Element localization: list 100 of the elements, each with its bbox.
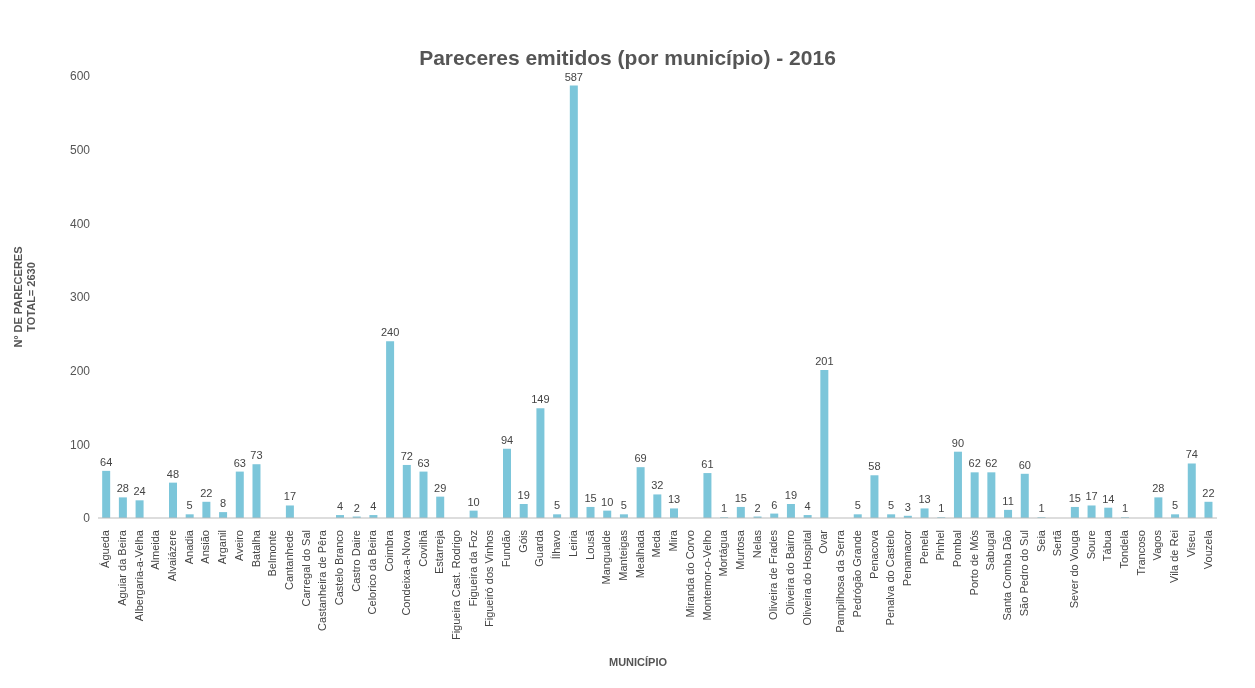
x-tick-label: Miranda do Corvo: [683, 530, 696, 618]
data-label: 3: [904, 500, 911, 513]
data-label: 15: [584, 491, 597, 504]
data-label: 5: [186, 499, 193, 512]
x-tick-label: Castanheira de Pêra: [316, 529, 329, 631]
x-tick-label: Penalva do Castelo: [884, 530, 897, 626]
x-tick-label: Albergaria-a-Velha: [132, 529, 145, 622]
x-tick-label: Cantanhede: [282, 530, 295, 590]
x-tick-label: Aguiar da Beira: [115, 529, 128, 606]
x-tick-label: Fundão: [500, 530, 513, 568]
x-tick-label: Condeixa-a-Nova: [399, 529, 412, 616]
x-tick-label: Vagos: [1151, 529, 1164, 561]
x-tick-label: Belmonte: [266, 530, 279, 577]
x-tick-label: Alvaiázere: [166, 530, 179, 582]
x-tick-label: Ansião: [199, 530, 212, 564]
x-tick-label: Almeida: [149, 529, 162, 570]
data-label: 1: [938, 502, 945, 515]
x-tick-label: Ovar: [817, 529, 830, 554]
data-label: 2: [754, 501, 761, 514]
data-label: 69: [634, 452, 647, 465]
data-label: 13: [667, 493, 681, 506]
data-label: 15: [734, 491, 747, 504]
data-label: 14: [1102, 492, 1115, 505]
data-label: 10: [467, 495, 480, 508]
data-label: 149: [531, 393, 550, 406]
data-label: 72: [400, 449, 413, 462]
data-label: 28: [1152, 482, 1165, 495]
x-tick-label: Mangualde: [600, 530, 613, 585]
data-label: 240: [380, 326, 400, 339]
x-tick-label: Sertã: [1051, 529, 1064, 557]
x-tick-label: Montemor-o-Velho: [700, 530, 713, 621]
y-tick-label: 0: [83, 511, 91, 526]
data-label: 1: [1038, 502, 1045, 515]
x-tick-label: Oliveira de Frades: [767, 529, 780, 620]
y-tick-label: 200: [69, 363, 91, 378]
x-tick-label: Murtosa: [733, 529, 746, 570]
x-tick-label: Tondela: [1118, 529, 1131, 569]
x-tick-label: Castelo Branco: [333, 530, 346, 606]
data-label: 29: [434, 481, 447, 494]
x-tick-label: Mealhada: [633, 529, 646, 579]
data-label: 48: [166, 467, 180, 480]
data-label: 8: [220, 497, 227, 510]
data-label: 61: [701, 458, 714, 471]
x-tick-label: Celorico da Beira: [366, 529, 379, 615]
x-tick-label: Viseu: [1184, 530, 1197, 558]
data-label: 1: [1121, 502, 1129, 515]
data-label: 587: [564, 70, 583, 83]
data-label: 5: [620, 499, 627, 512]
chart-title: Pareceres emitidos (por município) - 2016: [418, 46, 837, 70]
data-label: 73: [250, 449, 263, 462]
x-tick-label: Estarreja: [433, 529, 446, 575]
x-tick-label: Pinhel: [934, 530, 947, 561]
data-label: 22: [200, 486, 213, 499]
data-label: 13: [918, 493, 931, 506]
data-label: 74: [1185, 448, 1198, 461]
x-tick-label: Pombal: [951, 530, 964, 568]
data-label: 17: [283, 490, 297, 503]
data-label: 58: [868, 460, 881, 473]
x-tick-label: Aveiro: [232, 530, 245, 561]
x-tick-label: Coimbra: [383, 529, 396, 572]
x-tick-label: Penacova: [867, 529, 880, 579]
x-tick-label: Tábua: [1101, 529, 1114, 562]
x-tick-label: Covilhã: [416, 529, 429, 567]
data-label: 62: [985, 457, 998, 470]
x-tick-label: Trancoso: [1134, 530, 1147, 576]
y-tick-label: 100: [69, 437, 91, 452]
x-tick-label: Mira: [667, 529, 680, 552]
x-tick-label: Carregal do Sal: [299, 530, 312, 607]
x-tick-label: Sever do Vouga: [1067, 529, 1080, 609]
x-tick-label: Figueira da Foz: [466, 530, 479, 607]
data-label: 64: [100, 455, 113, 468]
x-tick-label: Mortágua: [717, 529, 730, 577]
data-label: 11: [1002, 494, 1014, 507]
data-label: 2: [353, 501, 360, 514]
x-tick-label: Lousã: [583, 529, 596, 560]
x-tick-label: Santa Comba Dão: [1001, 530, 1014, 621]
x-tick-label: Porto de Mós: [967, 529, 980, 596]
data-label: 32: [651, 479, 664, 492]
y-axis-title: Nº DE PARECERES TOTAL= 2630: [11, 246, 37, 348]
x-tick-label: Pedrógão Grande: [850, 530, 863, 618]
x-tick-label: Vouzela: [1201, 529, 1214, 570]
data-label: 60: [1018, 458, 1031, 471]
x-tick-label: Oliveira do Hospital: [800, 530, 813, 626]
data-label: 22: [1202, 486, 1215, 499]
x-tick-label: Góis: [516, 529, 529, 553]
x-tick-label: Batalha: [249, 529, 262, 568]
data-label: 201: [815, 354, 834, 367]
data-label: 5: [888, 499, 895, 512]
x-tick-label: Soure: [1084, 530, 1097, 560]
data-label: 1: [721, 502, 728, 515]
x-tick-label: Nelas: [750, 529, 763, 559]
data-label: 24: [133, 485, 146, 498]
x-tick-label: Oliveira do Bairro: [784, 530, 797, 615]
data-label: 5: [554, 499, 561, 512]
data-label: 28: [116, 482, 129, 495]
data-label: 4: [336, 500, 344, 513]
x-tick-label: Águeda: [99, 529, 112, 568]
x-tick-label: Figueiró dos Vinhos: [483, 529, 496, 628]
y-tick-label: 300: [69, 290, 91, 305]
data-label: 63: [417, 456, 430, 469]
